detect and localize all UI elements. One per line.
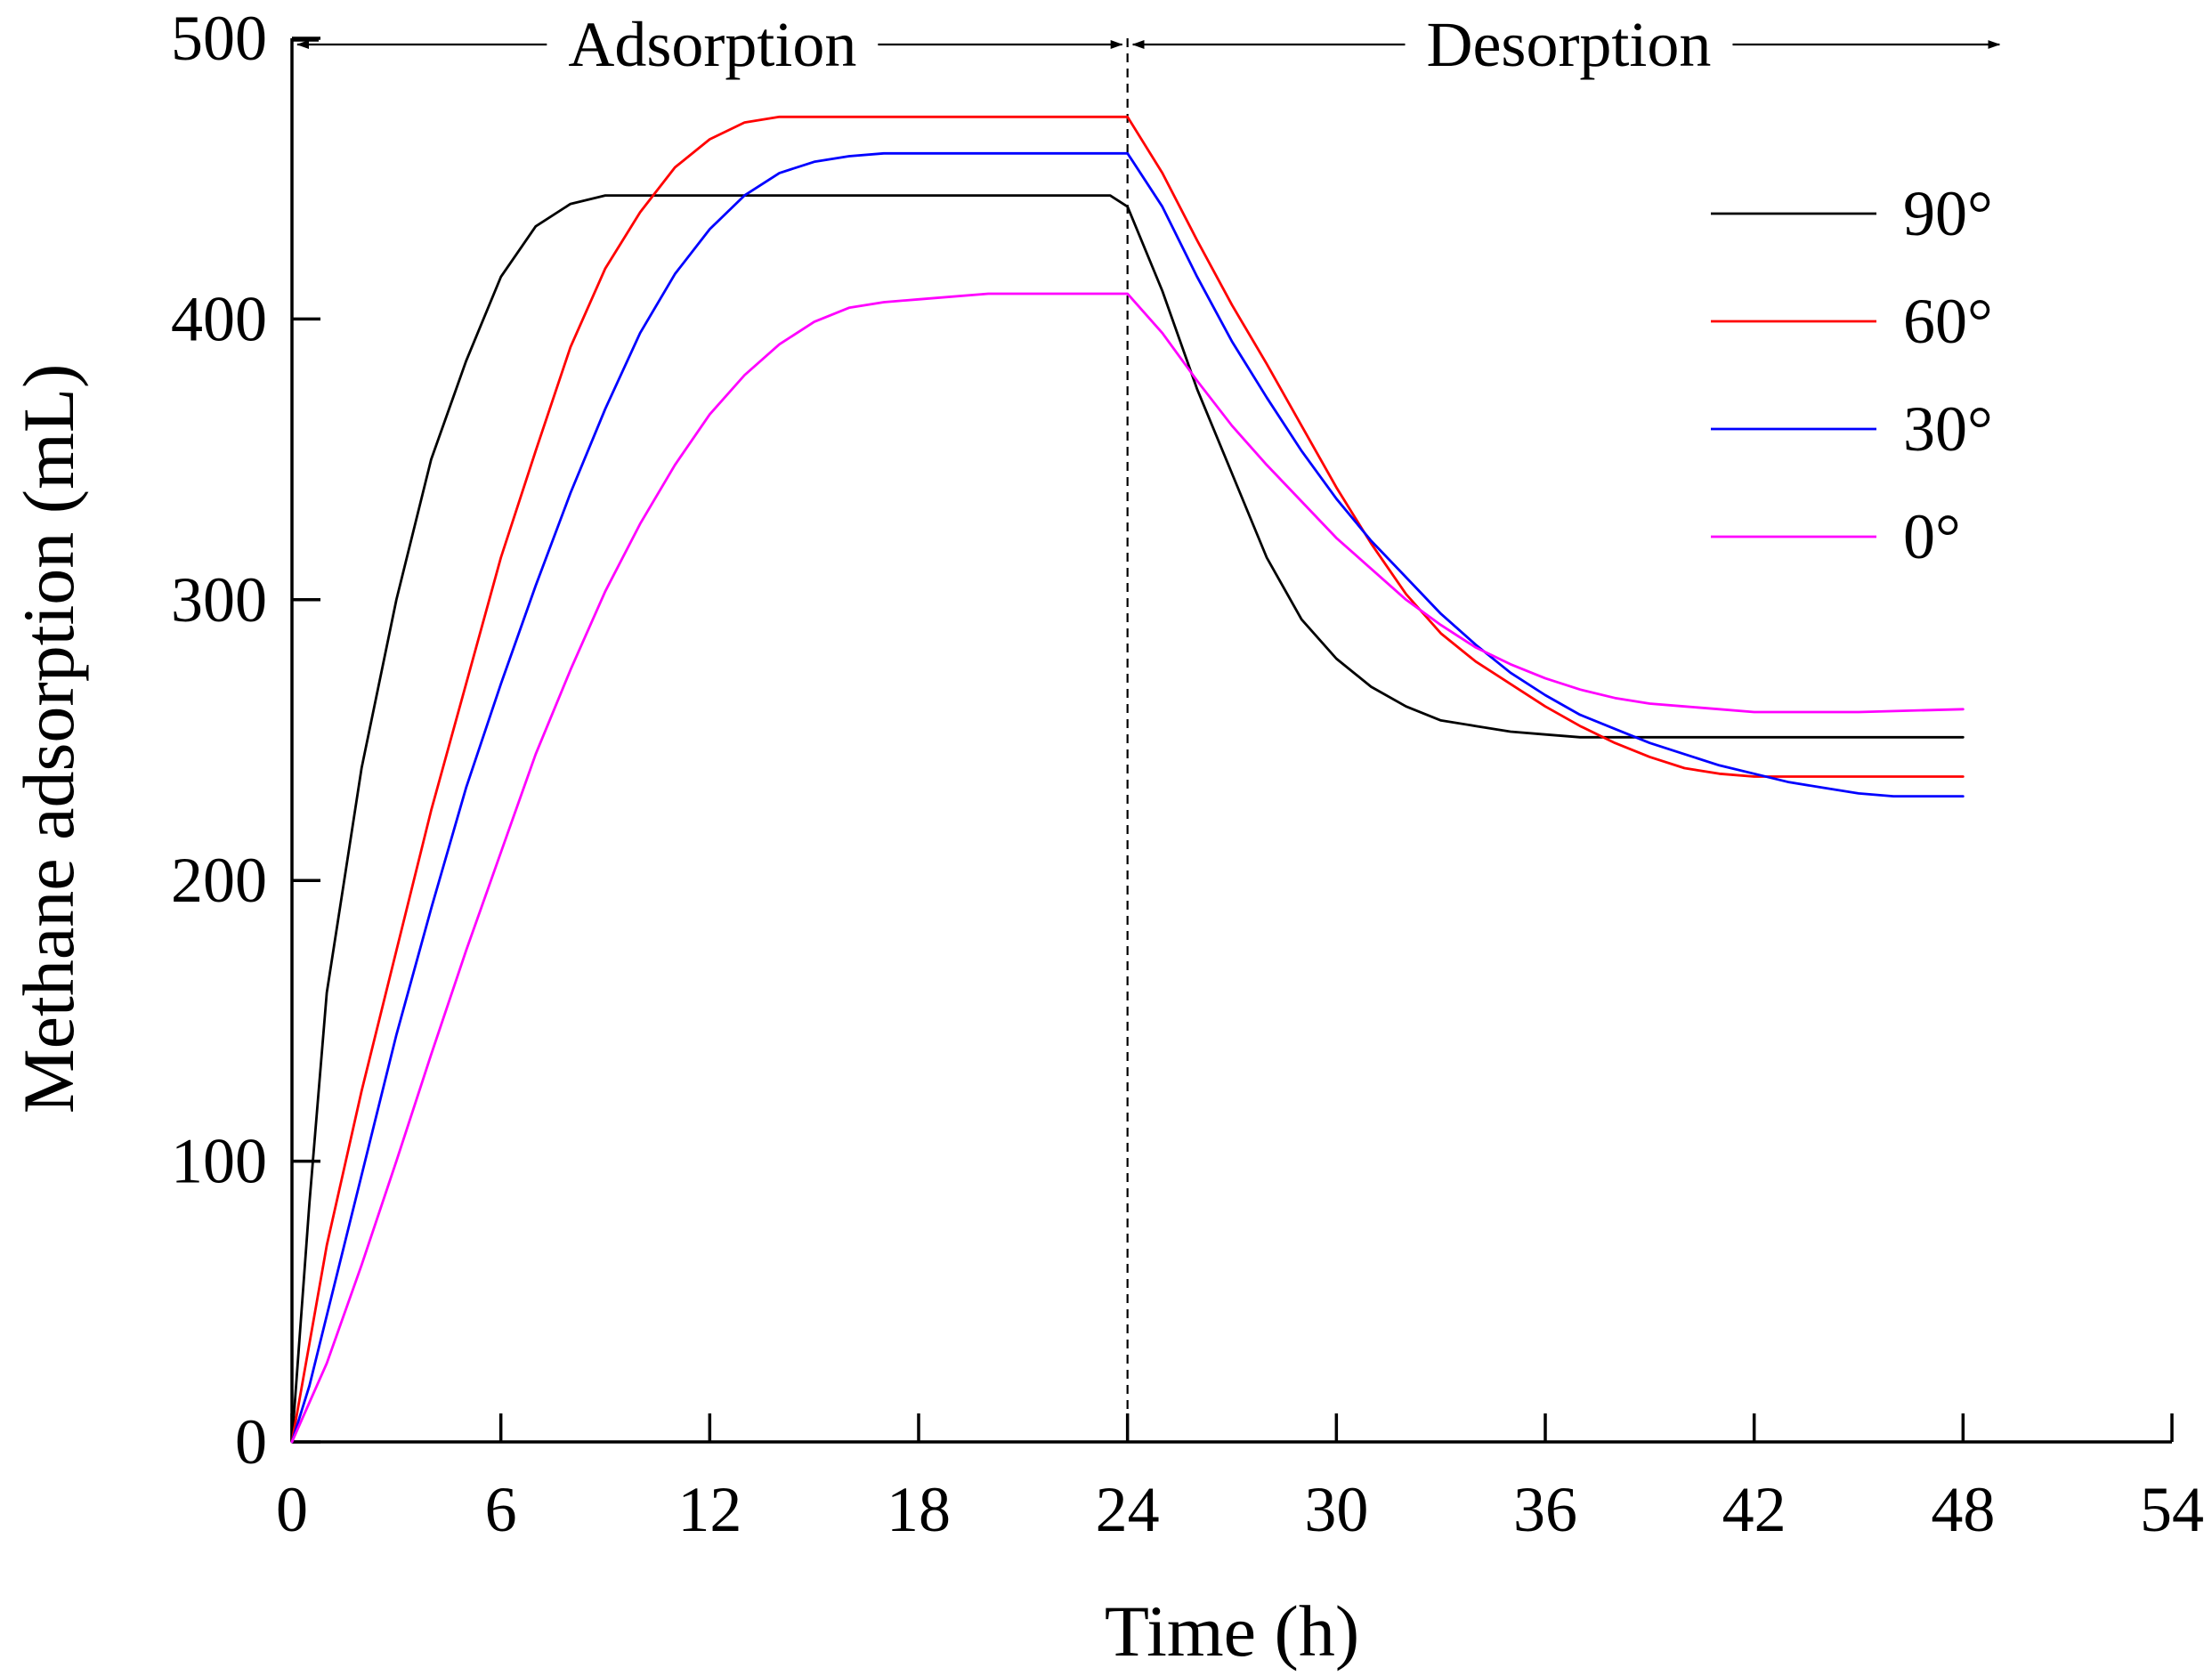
legend: 90° 60° 30° 0° [1711,178,1993,572]
legend-label-0: 90° [1903,178,1993,249]
phase-annotations: Adsorption Desorption [296,9,2001,80]
x-tick-label: 12 [677,1474,741,1545]
annotation-label-1: Desorption [1426,9,1711,80]
y-tick-label: 0 [235,1406,267,1478]
x-tick-label: 48 [1931,1474,1995,1545]
y-tick-label: 400 [171,283,267,354]
axes [290,38,2172,1444]
legend-label-2: 30° [1903,393,1993,465]
x-tick-label: 30 [1304,1474,1368,1545]
x-axis-title: Time (h) [1105,1591,1359,1672]
x-tick-label: 24 [1096,1474,1160,1545]
series-lines [290,115,1965,1444]
legend-label-3: 0° [1903,501,1961,572]
y-tick-label: 300 [171,564,267,636]
series-line-0 [290,194,1965,1444]
y-tick-label: 200 [171,845,267,916]
x-tick-label: 6 [485,1474,517,1545]
series-line-3 [290,292,1965,1444]
annotation-label-0: Adsorption [568,9,856,80]
y-tick-label: 100 [171,1126,267,1197]
y-ticks: 0 100 200 300 400 500 [171,3,320,1478]
legend-label-1: 60° [1903,286,1993,357]
series-line-1 [290,115,1965,1444]
x-tick-label: 18 [887,1474,951,1545]
x-tick-label: 0 [276,1474,308,1545]
y-axis-title: Methane adsorption (mL) [8,364,89,1114]
x-tick-label: 42 [1722,1474,1787,1545]
y-tick-label: 500 [171,3,267,74]
series-line-2 [290,151,1965,1444]
x-ticks: 0 6 12 18 24 30 36 42 48 54 [276,1413,2204,1545]
x-tick-label: 54 [2140,1474,2204,1545]
x-tick-label: 36 [1513,1474,1577,1545]
